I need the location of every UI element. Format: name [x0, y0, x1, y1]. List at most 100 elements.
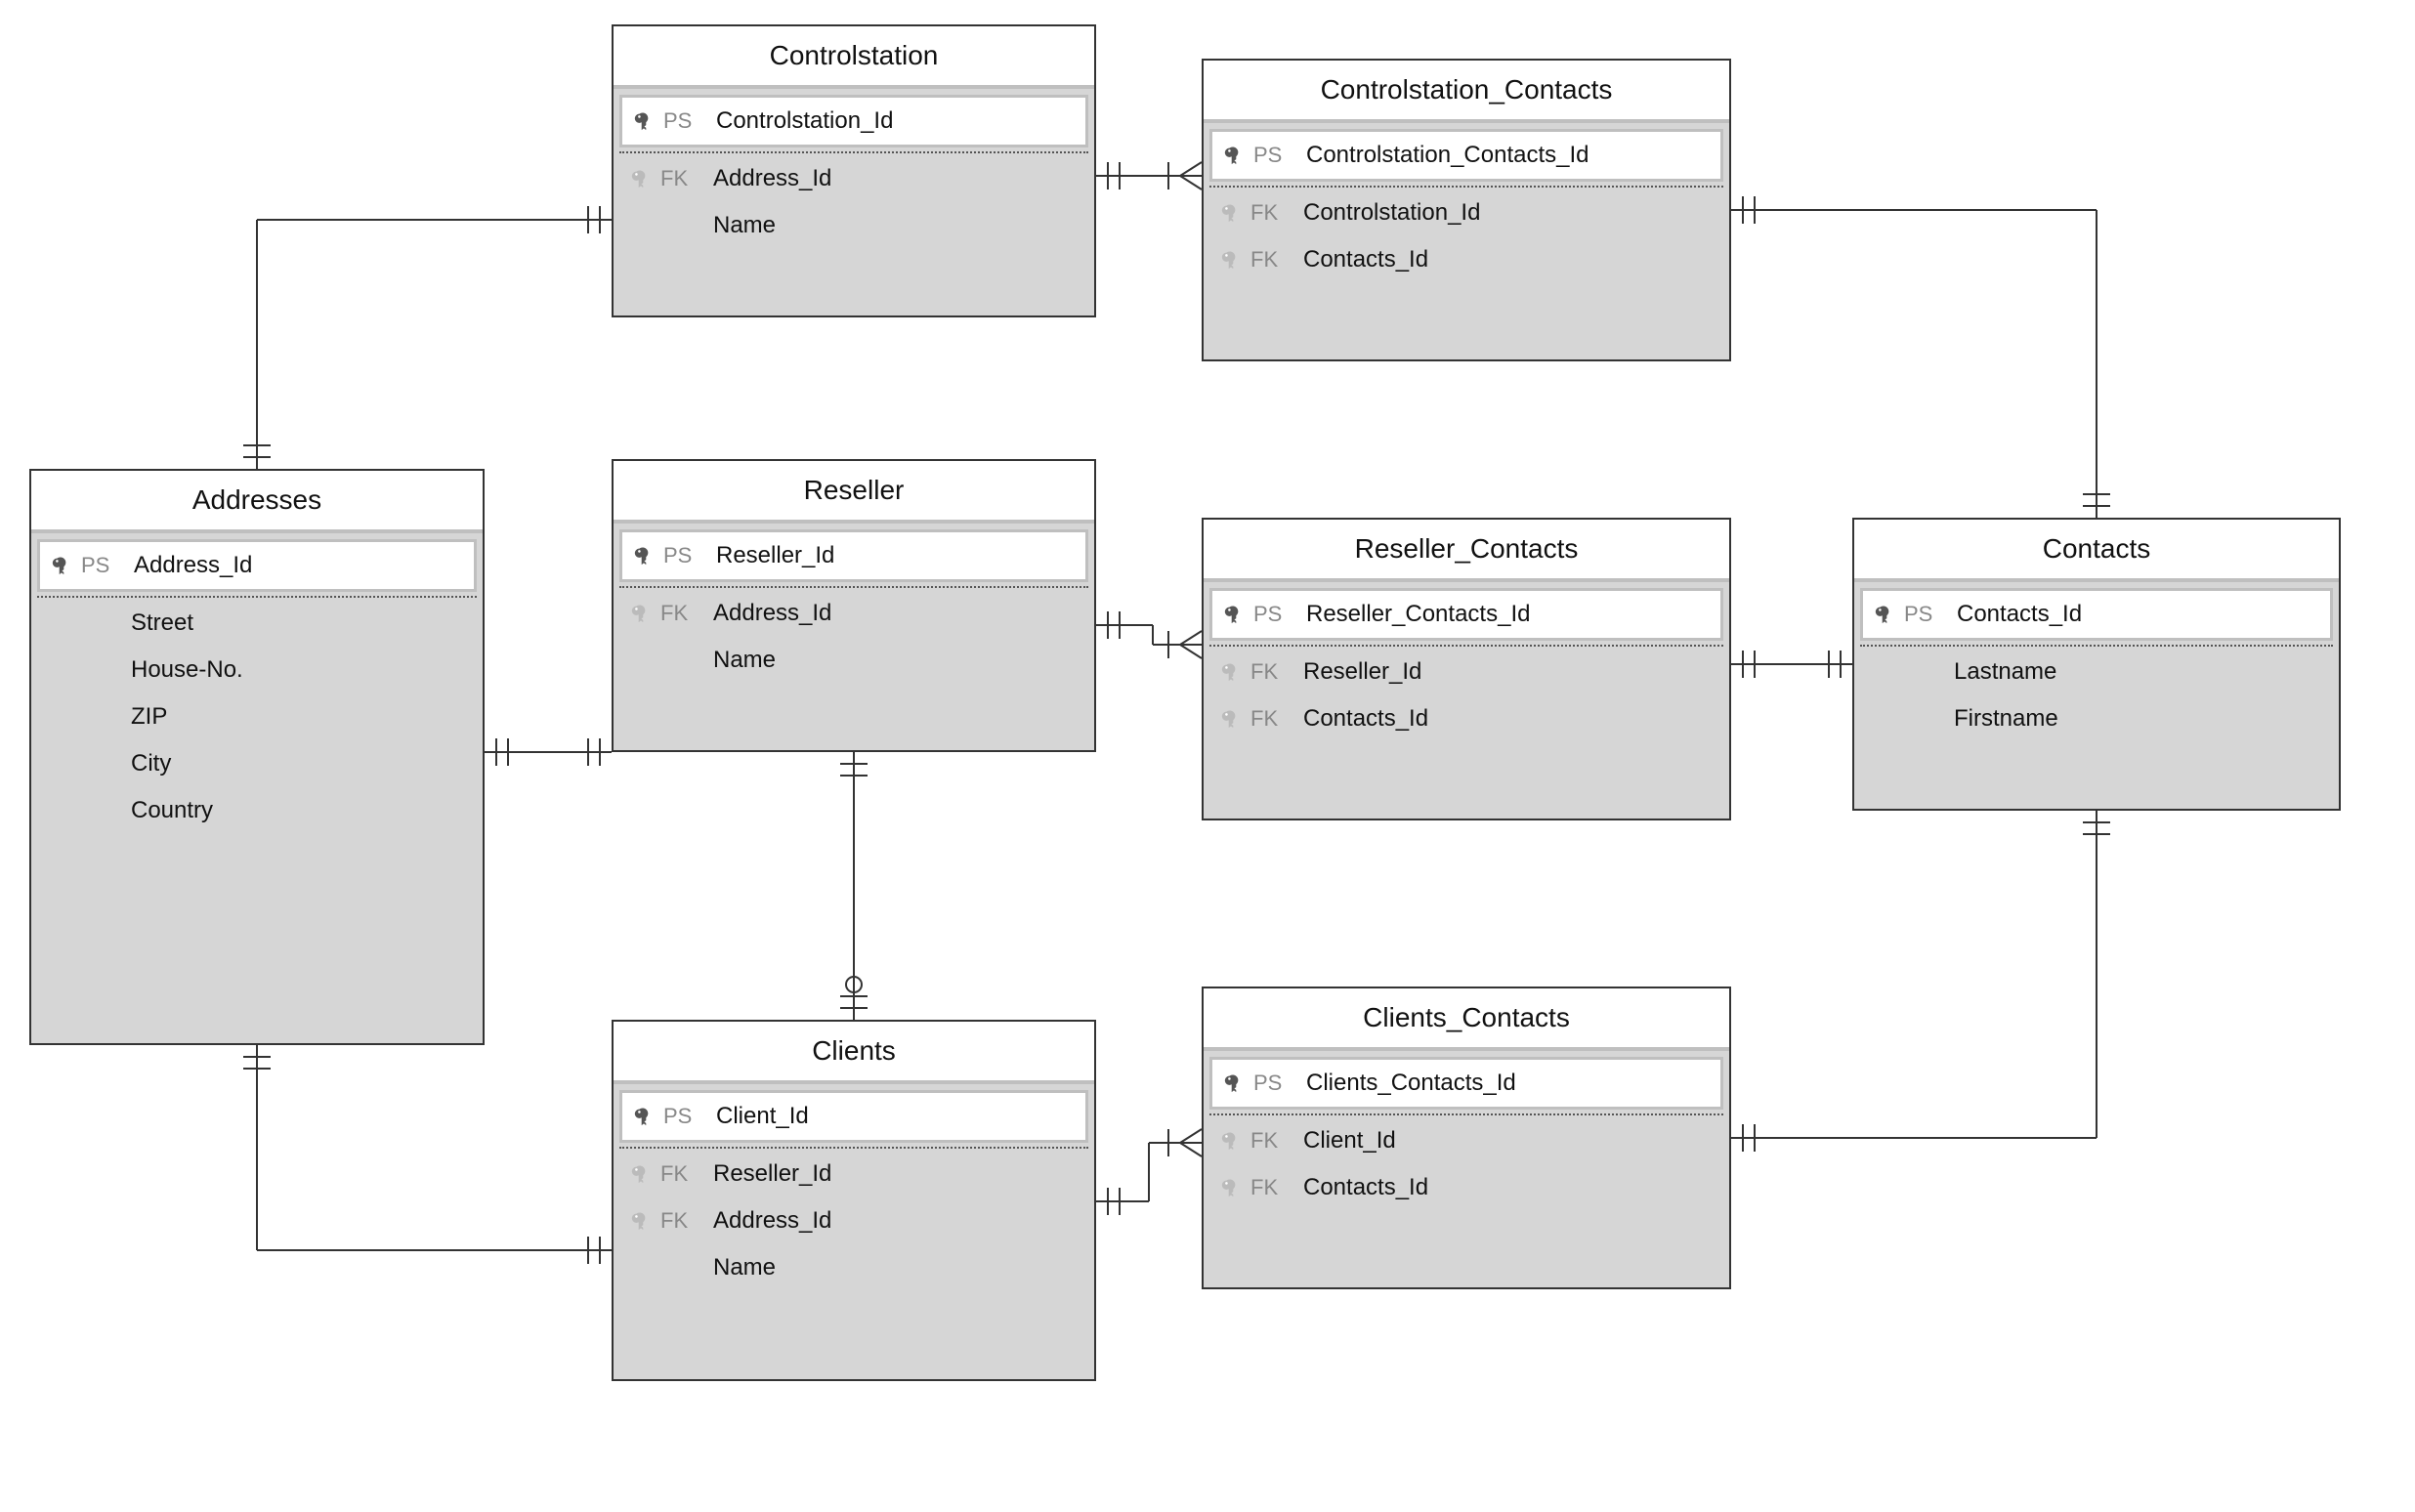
key-icon: [630, 1106, 657, 1127]
field: FK Reseller_Id: [619, 1151, 1088, 1197]
field-name: Contacts_Id: [1303, 705, 1716, 733]
entity-title: Reseller_Contacts: [1204, 520, 1729, 582]
field-name: Reseller_Id: [1303, 658, 1716, 686]
key-icon: [630, 110, 657, 132]
entity-title: Controlstation_Contacts: [1204, 61, 1729, 123]
entity-reseller: ResellerPSReseller_Id FK Address_Id Name: [612, 459, 1096, 752]
field-name: Address_Id: [713, 1207, 1080, 1235]
field-name: Client_Id: [1303, 1127, 1716, 1155]
key-icon: [1220, 1072, 1248, 1094]
entity-controlstation_contacts: Controlstation_Contacts PS Controlstation_…: [1202, 59, 1731, 361]
field-name: Address_Id: [713, 165, 1080, 192]
key-icon: [1871, 604, 1898, 625]
field: Name: [619, 637, 1088, 684]
key-icon: [627, 1210, 655, 1232]
field-name: City: [131, 750, 469, 777]
pk-field: PS Contacts_Id: [1860, 588, 2333, 641]
entity-title: Controlstation: [614, 26, 1094, 89]
field-name: Contacts_Id: [1303, 246, 1716, 273]
field: Name: [619, 202, 1088, 249]
key-icon: [627, 168, 655, 189]
field: FK Reseller_Id: [1209, 649, 1723, 695]
key-type-label: FK: [1250, 1175, 1295, 1200]
field: Name: [619, 1244, 1088, 1291]
entity-title: Contacts: [1854, 520, 2339, 582]
key-type-label: FK: [1250, 247, 1295, 273]
key-icon: [1217, 202, 1245, 224]
key-type-label: PS: [1253, 1071, 1298, 1096]
key-type-label: PS: [1253, 143, 1298, 168]
key-type-label: FK: [1250, 659, 1295, 685]
key-type-label: FK: [1250, 1128, 1295, 1154]
field-name: Controlstation_Id: [1303, 199, 1716, 227]
key-type-label: FK: [1250, 706, 1295, 732]
field: City: [37, 740, 477, 787]
field: ZIP: [37, 693, 477, 740]
pk-field: PS Reseller_Contacts_Id: [1209, 588, 1723, 641]
entity-title: Clients: [614, 1022, 1094, 1084]
field-name: House-No.: [131, 656, 469, 684]
field: FK Client_Id: [1209, 1117, 1723, 1164]
field: Firstname: [1860, 695, 2333, 742]
field: FK Address_Id: [619, 1197, 1088, 1244]
field: FK Contacts_Id: [1209, 1164, 1723, 1211]
entity-controlstation: Controlstation PS Controlstation_Id FK Addre…: [612, 24, 1096, 317]
pk-field: PS Clients_Contacts_Id: [1209, 1057, 1723, 1110]
entity-title: Reseller: [614, 461, 1094, 524]
field-name: Name: [713, 647, 1080, 674]
pk-field: PSReseller_Id: [619, 529, 1088, 582]
field-name: Address_Id: [713, 600, 1080, 627]
field-name: Lastname: [1954, 658, 2325, 686]
key-icon: [630, 545, 657, 567]
key-type-label: PS: [1253, 602, 1298, 627]
field: Street: [37, 600, 477, 647]
entity-contacts: Contacts PS Contacts_Id Lastname Firstname: [1852, 518, 2341, 811]
field-name: Reseller_Contacts_Id: [1306, 601, 1713, 628]
field-name: Country: [131, 797, 469, 824]
field: FK Contacts_Id: [1209, 236, 1723, 283]
entity-reseller_contacts: Reseller_Contacts PS Reseller_Contacts_Id F…: [1202, 518, 1731, 820]
entity-title: Clients_Contacts: [1204, 988, 1729, 1051]
field: House-No.: [37, 647, 477, 693]
key-icon: [627, 1163, 655, 1185]
field-name: Reseller_Id: [716, 542, 1078, 569]
field-name: Address_Id: [134, 552, 466, 579]
field-name: Firstname: [1954, 705, 2325, 733]
key-icon: [1217, 249, 1245, 271]
field-name: Contacts_Id: [1957, 601, 2322, 628]
key-icon: [1217, 661, 1245, 683]
key-icon: [48, 555, 75, 576]
key-icon: [1217, 1177, 1245, 1198]
pk-field: PSClient_Id: [619, 1090, 1088, 1143]
field-name: Street: [131, 609, 469, 637]
key-type-label: FK: [660, 166, 705, 191]
field-name: Controlstation_Contacts_Id: [1306, 142, 1713, 169]
field: Country: [37, 787, 477, 834]
key-type-label: FK: [660, 1208, 705, 1234]
pk-field: PS Controlstation_Id: [619, 95, 1088, 147]
field-name: ZIP: [131, 703, 469, 731]
entity-title: Addresses: [31, 471, 483, 533]
field-name: Clients_Contacts_Id: [1306, 1070, 1713, 1097]
field: Lastname: [1860, 649, 2333, 695]
er-diagram-canvas: Controlstation PS Controlstation_Id FK Addre…: [0, 0, 2415, 1512]
field: FK Address_Id: [619, 155, 1088, 202]
key-icon: [1220, 145, 1248, 166]
field: FK Address_Id: [619, 590, 1088, 637]
entity-clients_contacts: Clients_Contacts PS Clients_Contacts_Id FK C…: [1202, 987, 1731, 1289]
field: FKControlstation_Id: [1209, 189, 1723, 236]
key-type-label: FK: [660, 1161, 705, 1187]
key-type-label: PS: [663, 1104, 708, 1129]
field-name: Reseller_Id: [713, 1160, 1080, 1188]
key-icon: [627, 603, 655, 624]
field-name: Contacts_Id: [1303, 1174, 1716, 1201]
key-type-label: PS: [1904, 602, 1949, 627]
entity-clients: Clients PSClient_Id FK Reseller_Id FK Address…: [612, 1020, 1096, 1381]
key-icon: [1220, 604, 1248, 625]
key-icon: [1217, 1130, 1245, 1152]
key-type-label: FK: [660, 601, 705, 626]
entity-addresses: AddressesPSAddress_IdStreetHouse-No.ZIPC…: [29, 469, 485, 1045]
key-type-label: PS: [663, 108, 708, 134]
field-name: Controlstation_Id: [716, 107, 1078, 135]
field-name: Name: [713, 1254, 1080, 1281]
